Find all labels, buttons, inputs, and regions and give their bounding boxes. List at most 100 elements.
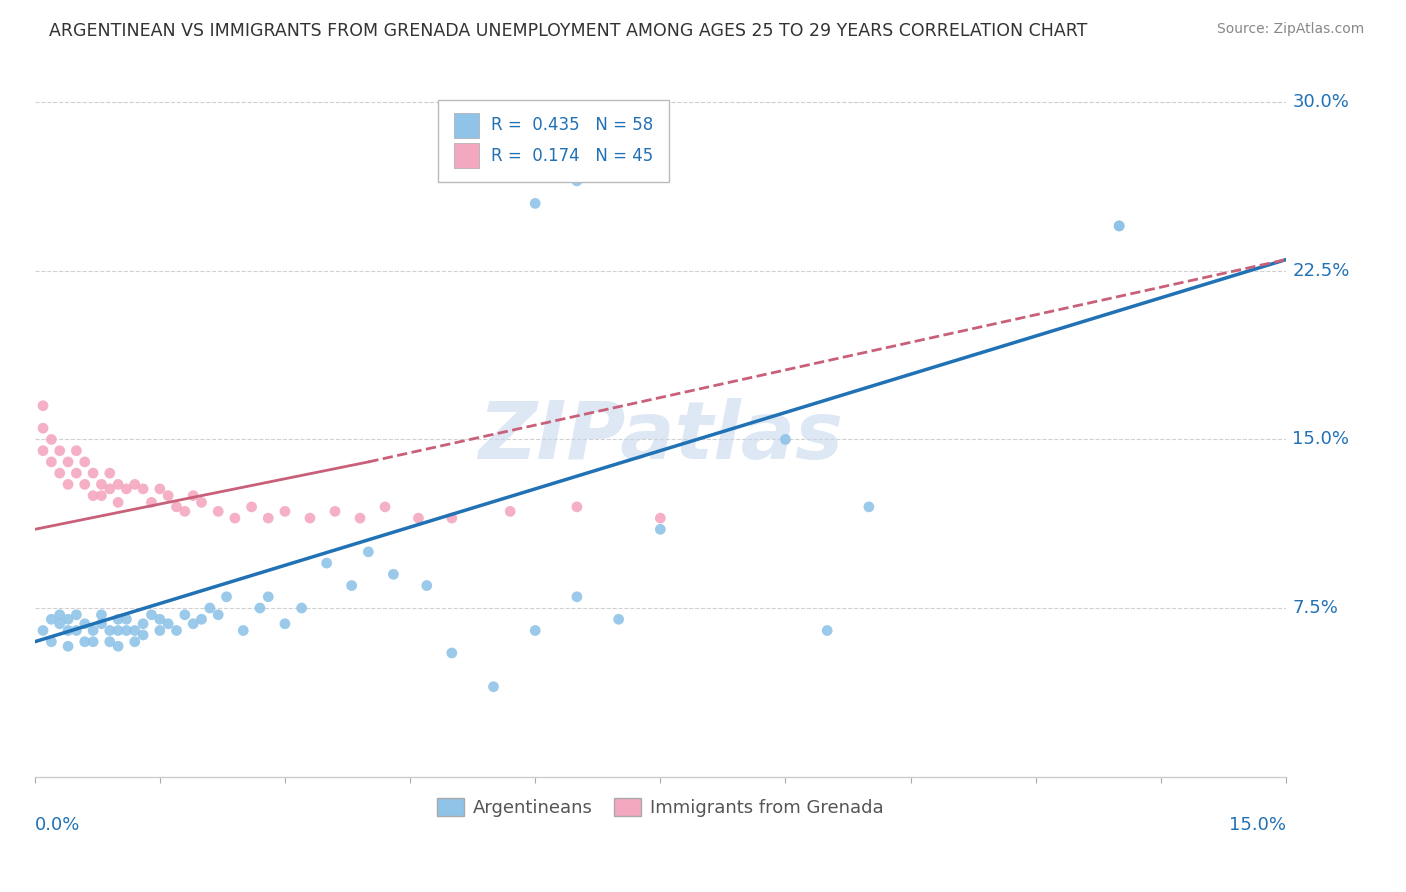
Point xyxy=(291,601,314,615)
Point xyxy=(90,607,112,622)
Point xyxy=(82,489,104,503)
Point xyxy=(173,607,195,622)
Point xyxy=(32,443,55,458)
Point xyxy=(32,421,55,435)
Text: Source: ZipAtlas.com: Source: ZipAtlas.com xyxy=(1216,22,1364,37)
Point xyxy=(132,628,155,642)
Point xyxy=(48,466,70,480)
Point xyxy=(382,567,405,582)
Point xyxy=(374,500,396,514)
Point xyxy=(232,624,254,638)
Point xyxy=(41,455,63,469)
Point xyxy=(565,590,588,604)
Point xyxy=(73,616,96,631)
Point xyxy=(482,680,505,694)
Point xyxy=(149,612,172,626)
Point xyxy=(257,511,280,525)
Point xyxy=(107,624,129,638)
Point xyxy=(132,616,155,631)
Point xyxy=(440,646,463,660)
Point xyxy=(65,607,87,622)
Point xyxy=(815,624,838,638)
Point xyxy=(65,624,87,638)
Point xyxy=(408,511,430,525)
Point xyxy=(56,639,79,653)
Point xyxy=(124,477,146,491)
Point xyxy=(48,616,70,631)
Point xyxy=(41,634,63,648)
Point xyxy=(298,511,321,525)
Point xyxy=(65,443,87,458)
Point xyxy=(1108,219,1130,233)
Point xyxy=(524,196,547,211)
Point xyxy=(98,624,121,638)
Point xyxy=(650,522,672,536)
Point xyxy=(357,545,380,559)
Point xyxy=(440,511,463,525)
Text: ARGENTINEAN VS IMMIGRANTS FROM GRENADA UNEMPLOYMENT AMONG AGES 25 TO 29 YEARS CO: ARGENTINEAN VS IMMIGRANTS FROM GRENADA U… xyxy=(49,22,1088,40)
Point xyxy=(149,482,172,496)
Point xyxy=(274,504,297,518)
Text: 30.0%: 30.0% xyxy=(1292,94,1350,112)
Point xyxy=(107,639,129,653)
Point xyxy=(315,556,337,570)
Point xyxy=(132,482,155,496)
Point xyxy=(858,500,880,514)
Point xyxy=(482,152,505,166)
Point xyxy=(181,489,204,503)
Point xyxy=(141,607,163,622)
Point xyxy=(524,624,547,638)
Point xyxy=(48,607,70,622)
Point xyxy=(124,634,146,648)
Point xyxy=(107,612,129,626)
Point xyxy=(65,466,87,480)
Point xyxy=(775,433,797,447)
Text: 15.0%: 15.0% xyxy=(1229,815,1286,833)
Point xyxy=(56,612,79,626)
Point xyxy=(107,477,129,491)
Point xyxy=(340,578,363,592)
Point xyxy=(73,634,96,648)
Point xyxy=(115,612,138,626)
Point xyxy=(82,624,104,638)
Point xyxy=(82,466,104,480)
Point xyxy=(1108,219,1130,233)
Point xyxy=(190,612,212,626)
Point xyxy=(90,489,112,503)
Point xyxy=(157,489,180,503)
Point xyxy=(73,477,96,491)
Point xyxy=(240,500,263,514)
Point xyxy=(173,504,195,518)
Point xyxy=(249,601,271,615)
Point xyxy=(115,624,138,638)
Point xyxy=(73,455,96,469)
Point xyxy=(157,616,180,631)
Point xyxy=(41,433,63,447)
Point xyxy=(107,495,129,509)
Point xyxy=(215,590,238,604)
Point xyxy=(56,624,79,638)
Point xyxy=(115,482,138,496)
Point xyxy=(524,128,547,143)
Point xyxy=(98,482,121,496)
FancyBboxPatch shape xyxy=(437,101,669,182)
Point xyxy=(82,634,104,648)
Point xyxy=(650,511,672,525)
Point xyxy=(141,495,163,509)
Point xyxy=(166,624,188,638)
Point xyxy=(257,590,280,604)
Point xyxy=(48,443,70,458)
Point xyxy=(98,634,121,648)
Point xyxy=(124,624,146,638)
FancyBboxPatch shape xyxy=(454,144,479,168)
Point xyxy=(32,399,55,413)
Point xyxy=(98,466,121,480)
Point xyxy=(207,504,229,518)
Point xyxy=(166,500,188,514)
Point xyxy=(565,174,588,188)
Point xyxy=(181,616,204,631)
Text: 22.5%: 22.5% xyxy=(1292,262,1350,280)
Text: 7.5%: 7.5% xyxy=(1292,599,1339,617)
Point xyxy=(323,504,346,518)
Legend: Argentineans, Immigrants from Grenada: Argentineans, Immigrants from Grenada xyxy=(429,790,891,824)
